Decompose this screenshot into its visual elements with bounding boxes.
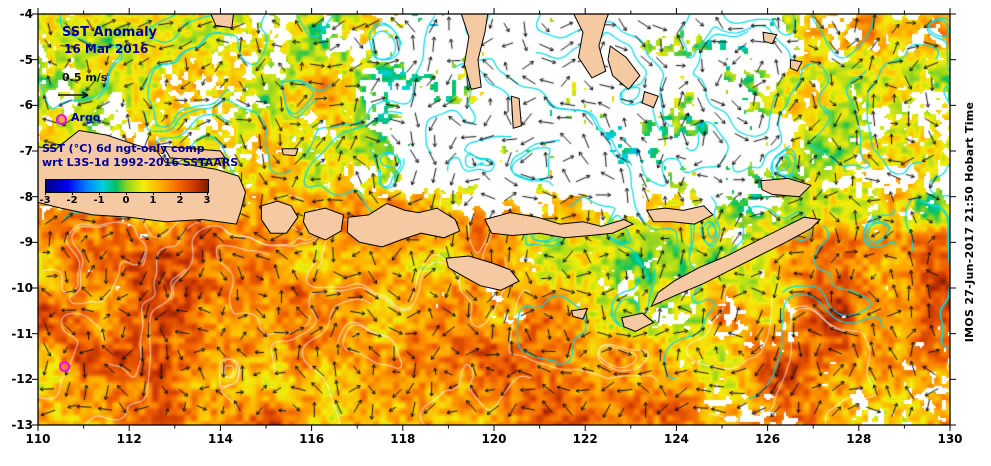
colorbar-title-line2: wrt L3S-1d 1992-2016 SSTAARS <box>42 156 239 169</box>
y-axis-tick-label: -11 <box>11 326 33 341</box>
argo-float-marker-icon <box>58 361 70 373</box>
x-axis-tick-label: 116 <box>299 432 325 446</box>
y-axis-tick-label: -13 <box>11 418 33 432</box>
colorbar-tick-mark <box>153 192 154 195</box>
x-axis-tick-label: 114 <box>207 432 233 446</box>
colorbar-tick-mark <box>72 192 73 195</box>
x-axis-tick-label: 112 <box>116 432 142 446</box>
y-axis-tick-label: -10 <box>11 281 33 295</box>
colorbar-tick-label: 1 <box>149 195 157 206</box>
colorbar-tick-mark <box>45 192 46 195</box>
credit-text: IMOS 27-Jun-2017 21:50 Hobart Time <box>963 101 976 343</box>
colorbar-tick-labels: -3 -2 -1 0 1 2 3 <box>39 192 210 210</box>
colorbar-tick-label: 2 <box>176 195 184 206</box>
x-axis-tick-label: 126 <box>755 432 781 446</box>
colorbar-tick-label: 3 <box>203 195 211 206</box>
x-axis-tick-label: 130 <box>937 432 963 446</box>
colorbar-tick-mark <box>180 192 181 195</box>
argo-legend-marker-icon <box>56 114 67 125</box>
colorbar-title-line1: SST (°C) 6d ngt-only comp <box>42 142 205 155</box>
y-axis-tick-label: -7 <box>19 144 33 158</box>
sst-anomaly-field-canvas <box>38 14 950 425</box>
x-axis-tick-label: 124 <box>663 432 689 446</box>
y-axis-tick-label: -12 <box>11 372 33 387</box>
colorbar-tick-label: -2 <box>66 195 78 206</box>
x-axis-tick-label: 110 <box>25 432 51 446</box>
y-axis-tick-label: -8 <box>19 189 33 204</box>
velocity-scale-label: 0.5 m/s <box>62 71 108 84</box>
velocity-scale-arrow-icon <box>58 91 89 99</box>
colorbar-tick-label: -1 <box>93 195 105 206</box>
argo-legend-label: Argo <box>71 111 101 124</box>
x-axis-tick-label: 120 <box>481 432 507 446</box>
plot-title: SST Anomaly <box>62 25 158 40</box>
y-axis-tick-label: -6 <box>19 98 33 113</box>
y-axis-tick-label: -5 <box>19 52 33 67</box>
x-axis-tick-label: 122 <box>572 432 598 446</box>
colorbar-tick-label: 0 <box>122 195 130 206</box>
x-axis-tick-label: 118 <box>390 432 416 446</box>
plot-date: 16 Mar 2016 <box>64 42 149 56</box>
colorbar-tick-label: -3 <box>39 195 51 206</box>
colorbar-tick-mark <box>126 192 127 195</box>
colorbar-tick-mark <box>207 192 208 195</box>
colorbar-gradient <box>45 179 209 193</box>
y-axis-tick-label: -4 <box>19 7 33 21</box>
colorbar-tick-mark <box>99 192 100 195</box>
x-axis-tick-label: 128 <box>846 432 872 446</box>
y-axis-tick-label: -9 <box>19 235 33 250</box>
